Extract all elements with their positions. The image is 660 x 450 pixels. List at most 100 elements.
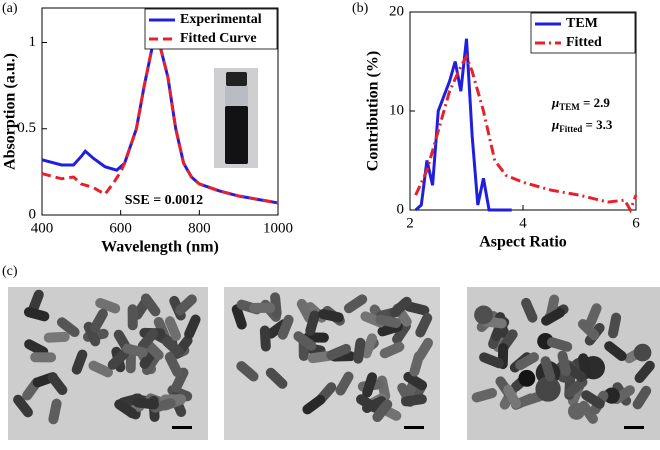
particle [634,360,655,384]
y-tick-label: 20 [389,3,404,19]
particle [375,314,402,328]
x-tick-label: 2 [406,215,414,231]
particle [171,367,189,392]
particle [122,343,148,358]
data-line [414,38,512,212]
annotation-symbol: μ [551,95,559,110]
particle [140,293,161,317]
particle [343,294,368,314]
particle [392,320,411,345]
particle [541,307,565,326]
particle [175,294,197,316]
particle [389,296,412,318]
vial-photo [214,68,258,168]
particle [585,303,602,329]
legend-box [144,8,278,50]
particle [95,297,121,314]
x-axis-label: Aspect Ratio [479,234,567,251]
particle [362,372,378,398]
annotation-text: = 3.3 [582,117,613,132]
particle [540,356,556,382]
particle [90,308,108,333]
particle [277,314,294,340]
particle [401,394,427,407]
legend-label: Fitted [566,35,602,50]
annotation-text: = 2.9 [580,95,611,110]
particle [608,312,622,339]
y-tick-label: 0 [29,206,37,222]
particle [114,399,138,419]
particle [23,307,50,322]
legend-label: TEM [566,16,598,31]
particle [165,352,183,378]
x-tick-label: 4 [519,215,527,231]
annotation-subscript: Fitted [559,124,582,134]
particle [43,331,70,343]
particle [372,399,393,423]
particle [30,352,57,363]
particle [409,351,424,377]
legend-label: Experimental [180,12,262,27]
particle [107,348,130,370]
x-tick-label: 800 [188,220,211,236]
panel-label: (c) [2,264,18,279]
panel-label: (a) [2,1,18,16]
y-tick-label: 0 [397,201,405,217]
x-tick-label: 1000 [263,220,293,236]
scale-bar [172,426,192,429]
particle [521,297,538,323]
particle [48,398,62,425]
particle [184,314,201,340]
x-tick-label: 600 [109,220,132,236]
legend-label: Fitted Curve [180,31,257,46]
particle [56,317,80,338]
particle [471,388,498,403]
particle [13,394,33,418]
y-axis-label: Absorption (a.u.) [2,53,19,170]
particle [503,384,521,409]
particle [518,369,536,387]
particle [604,341,627,362]
particle [47,372,68,396]
y-tick-label: 0.5 [17,120,36,136]
particle [231,304,247,330]
particle [361,333,378,359]
scale-bar [624,426,644,429]
x-axis-label: Wavelength (nm) [101,239,219,256]
particle [546,337,573,352]
particle [603,387,620,404]
particle [293,331,317,351]
particle [479,352,504,369]
particle [633,343,652,362]
particle [335,371,354,396]
particle [305,310,320,336]
annotation: μFitted = 3.3 [551,117,613,134]
particle [236,361,259,382]
particle [564,377,588,398]
particle [150,398,176,413]
particle [379,341,405,359]
y-axis-label: Contribution (%) [365,51,382,171]
particle [88,360,113,378]
particle [137,328,159,351]
data-line [414,53,638,214]
particle [403,371,428,391]
annotation-subscript: TEM [559,102,580,112]
x-tick-label: 6 [632,215,640,231]
scale-bar [404,426,424,429]
particle [265,367,288,389]
particle [127,304,138,331]
particle [577,319,600,341]
x-tick-label: 400 [31,220,54,236]
particle [581,390,605,409]
particle [353,337,366,364]
particle [162,336,184,358]
particle [535,376,561,402]
particle [302,394,326,415]
plot-frame [41,7,279,216]
y-tick-label: 1 [29,34,37,50]
particle [557,350,571,377]
particle [71,349,88,375]
legend-box [530,12,636,54]
